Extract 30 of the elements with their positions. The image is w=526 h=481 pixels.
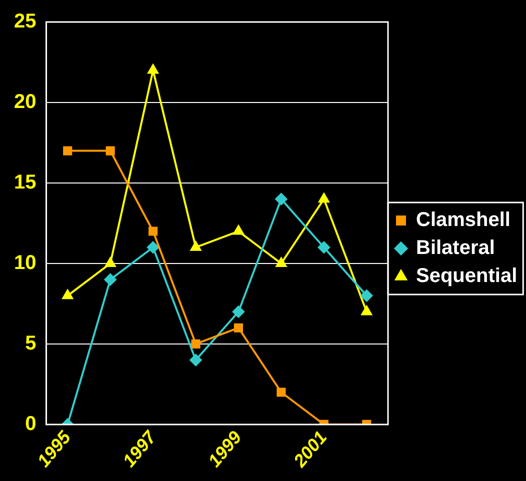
point (276, 257, 287, 267)
point (191, 339, 200, 348)
point (147, 241, 160, 254)
y-tick-label: 10 (14, 252, 36, 274)
y-tick-label: 15 (14, 171, 36, 194)
point (232, 306, 244, 318)
legend-label: Sequential (416, 265, 518, 288)
legend-label: Bilateral (416, 237, 495, 260)
point (104, 257, 116, 267)
point (318, 193, 330, 203)
point (233, 225, 244, 235)
point (190, 241, 202, 251)
y-tick-label: 20 (14, 91, 36, 114)
point (190, 354, 202, 366)
legend-label: Clamshell (416, 209, 510, 232)
y-tick-label: 25 (14, 10, 36, 33)
point (234, 323, 244, 332)
point (275, 193, 288, 206)
y-tick-label: 0 (25, 412, 36, 435)
point (148, 64, 158, 74)
point (104, 274, 116, 286)
point (360, 290, 373, 302)
point (62, 290, 73, 300)
point (276, 388, 286, 397)
y-tick-label: 5 (25, 332, 36, 354)
point (106, 146, 115, 156)
point (63, 146, 72, 156)
point (318, 241, 330, 254)
point (148, 226, 158, 236)
point (361, 306, 372, 316)
